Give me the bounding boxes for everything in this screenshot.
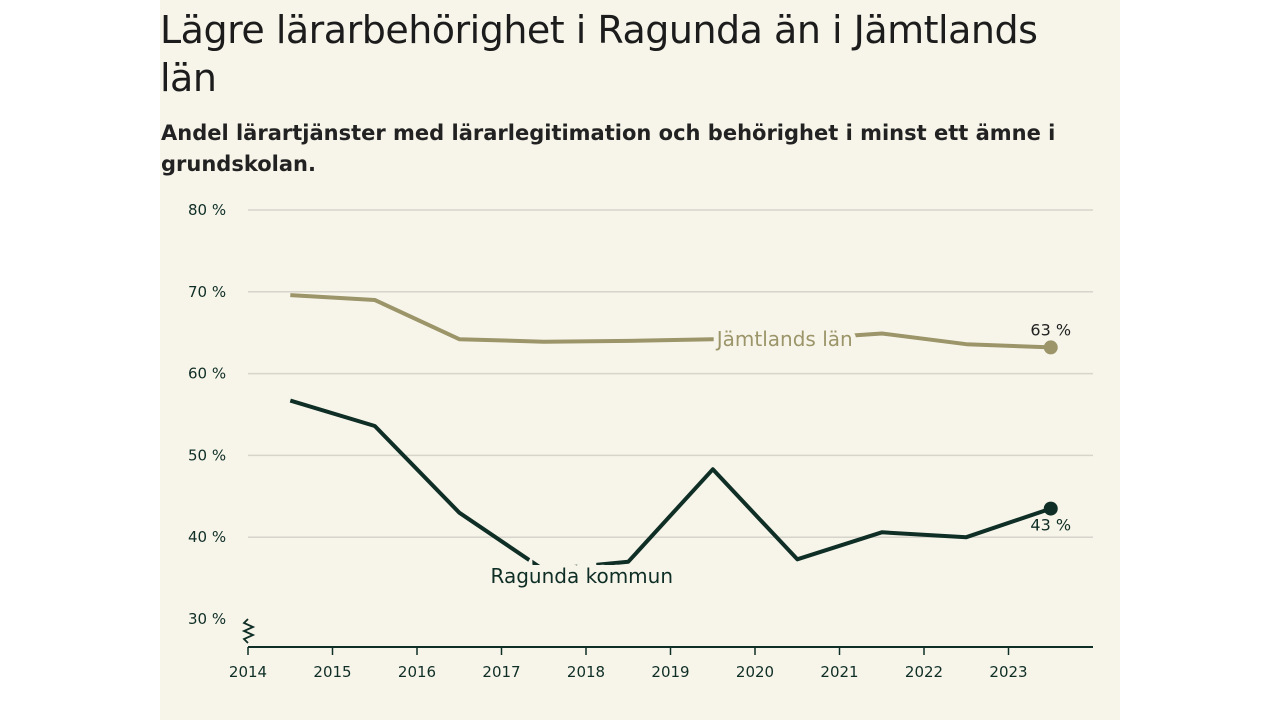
y-tick-label: 50 %	[188, 446, 226, 464]
y-tick-label: 80 %	[188, 201, 226, 219]
x-tick-label: 2021	[820, 663, 858, 681]
y-tick-label: 60 %	[188, 365, 226, 383]
series-line-jamtlands-lan	[290, 293, 1051, 350]
x-tick-label: 2017	[482, 663, 520, 681]
series-label-ragunda-kommun: Ragunda kommun	[491, 564, 674, 588]
y-tick-label: 30 %	[188, 610, 226, 628]
chart-card: Lägre lärarbehörighet i Ragunda än i Jäm…	[160, 0, 1120, 720]
x-tick-label: 2019	[651, 663, 689, 681]
end-point-ragunda-kommun	[1043, 501, 1058, 516]
x-tick-label: 2022	[905, 663, 943, 681]
x-tick-label: 2020	[736, 663, 774, 681]
axis-break-icon	[241, 618, 256, 644]
y-tick-label: 70 %	[188, 283, 226, 301]
x-tick-label: 2014	[229, 663, 267, 681]
x-tick-label: 2023	[989, 663, 1027, 681]
series-line-ragunda-kommun	[289, 398, 1052, 572]
x-tick-label: 2015	[313, 663, 351, 681]
x-tick-label: 2016	[398, 663, 436, 681]
line-chart: 30 % 40 % 50 % 60 % 70 % 80 % 2014 2015 2016 2017…	[188, 201, 1093, 681]
end-value-label-jamtlands-lan: 63 %	[1030, 320, 1071, 339]
end-value-label-ragunda-kommun: 43 %	[1030, 516, 1071, 535]
chart-title: Lägre lärarbehörighet i Ragunda än i Jäm…	[160, 8, 1038, 100]
y-tick-label: 40 %	[188, 528, 226, 546]
series-label-jamtlands-lan: Jämtlands län	[715, 327, 853, 351]
chart-subtitle: Andel lärartjänster med lärarlegitimatio…	[161, 121, 1056, 176]
x-tick-label: 2018	[567, 663, 605, 681]
end-point-jamtlands-lan	[1043, 340, 1058, 355]
